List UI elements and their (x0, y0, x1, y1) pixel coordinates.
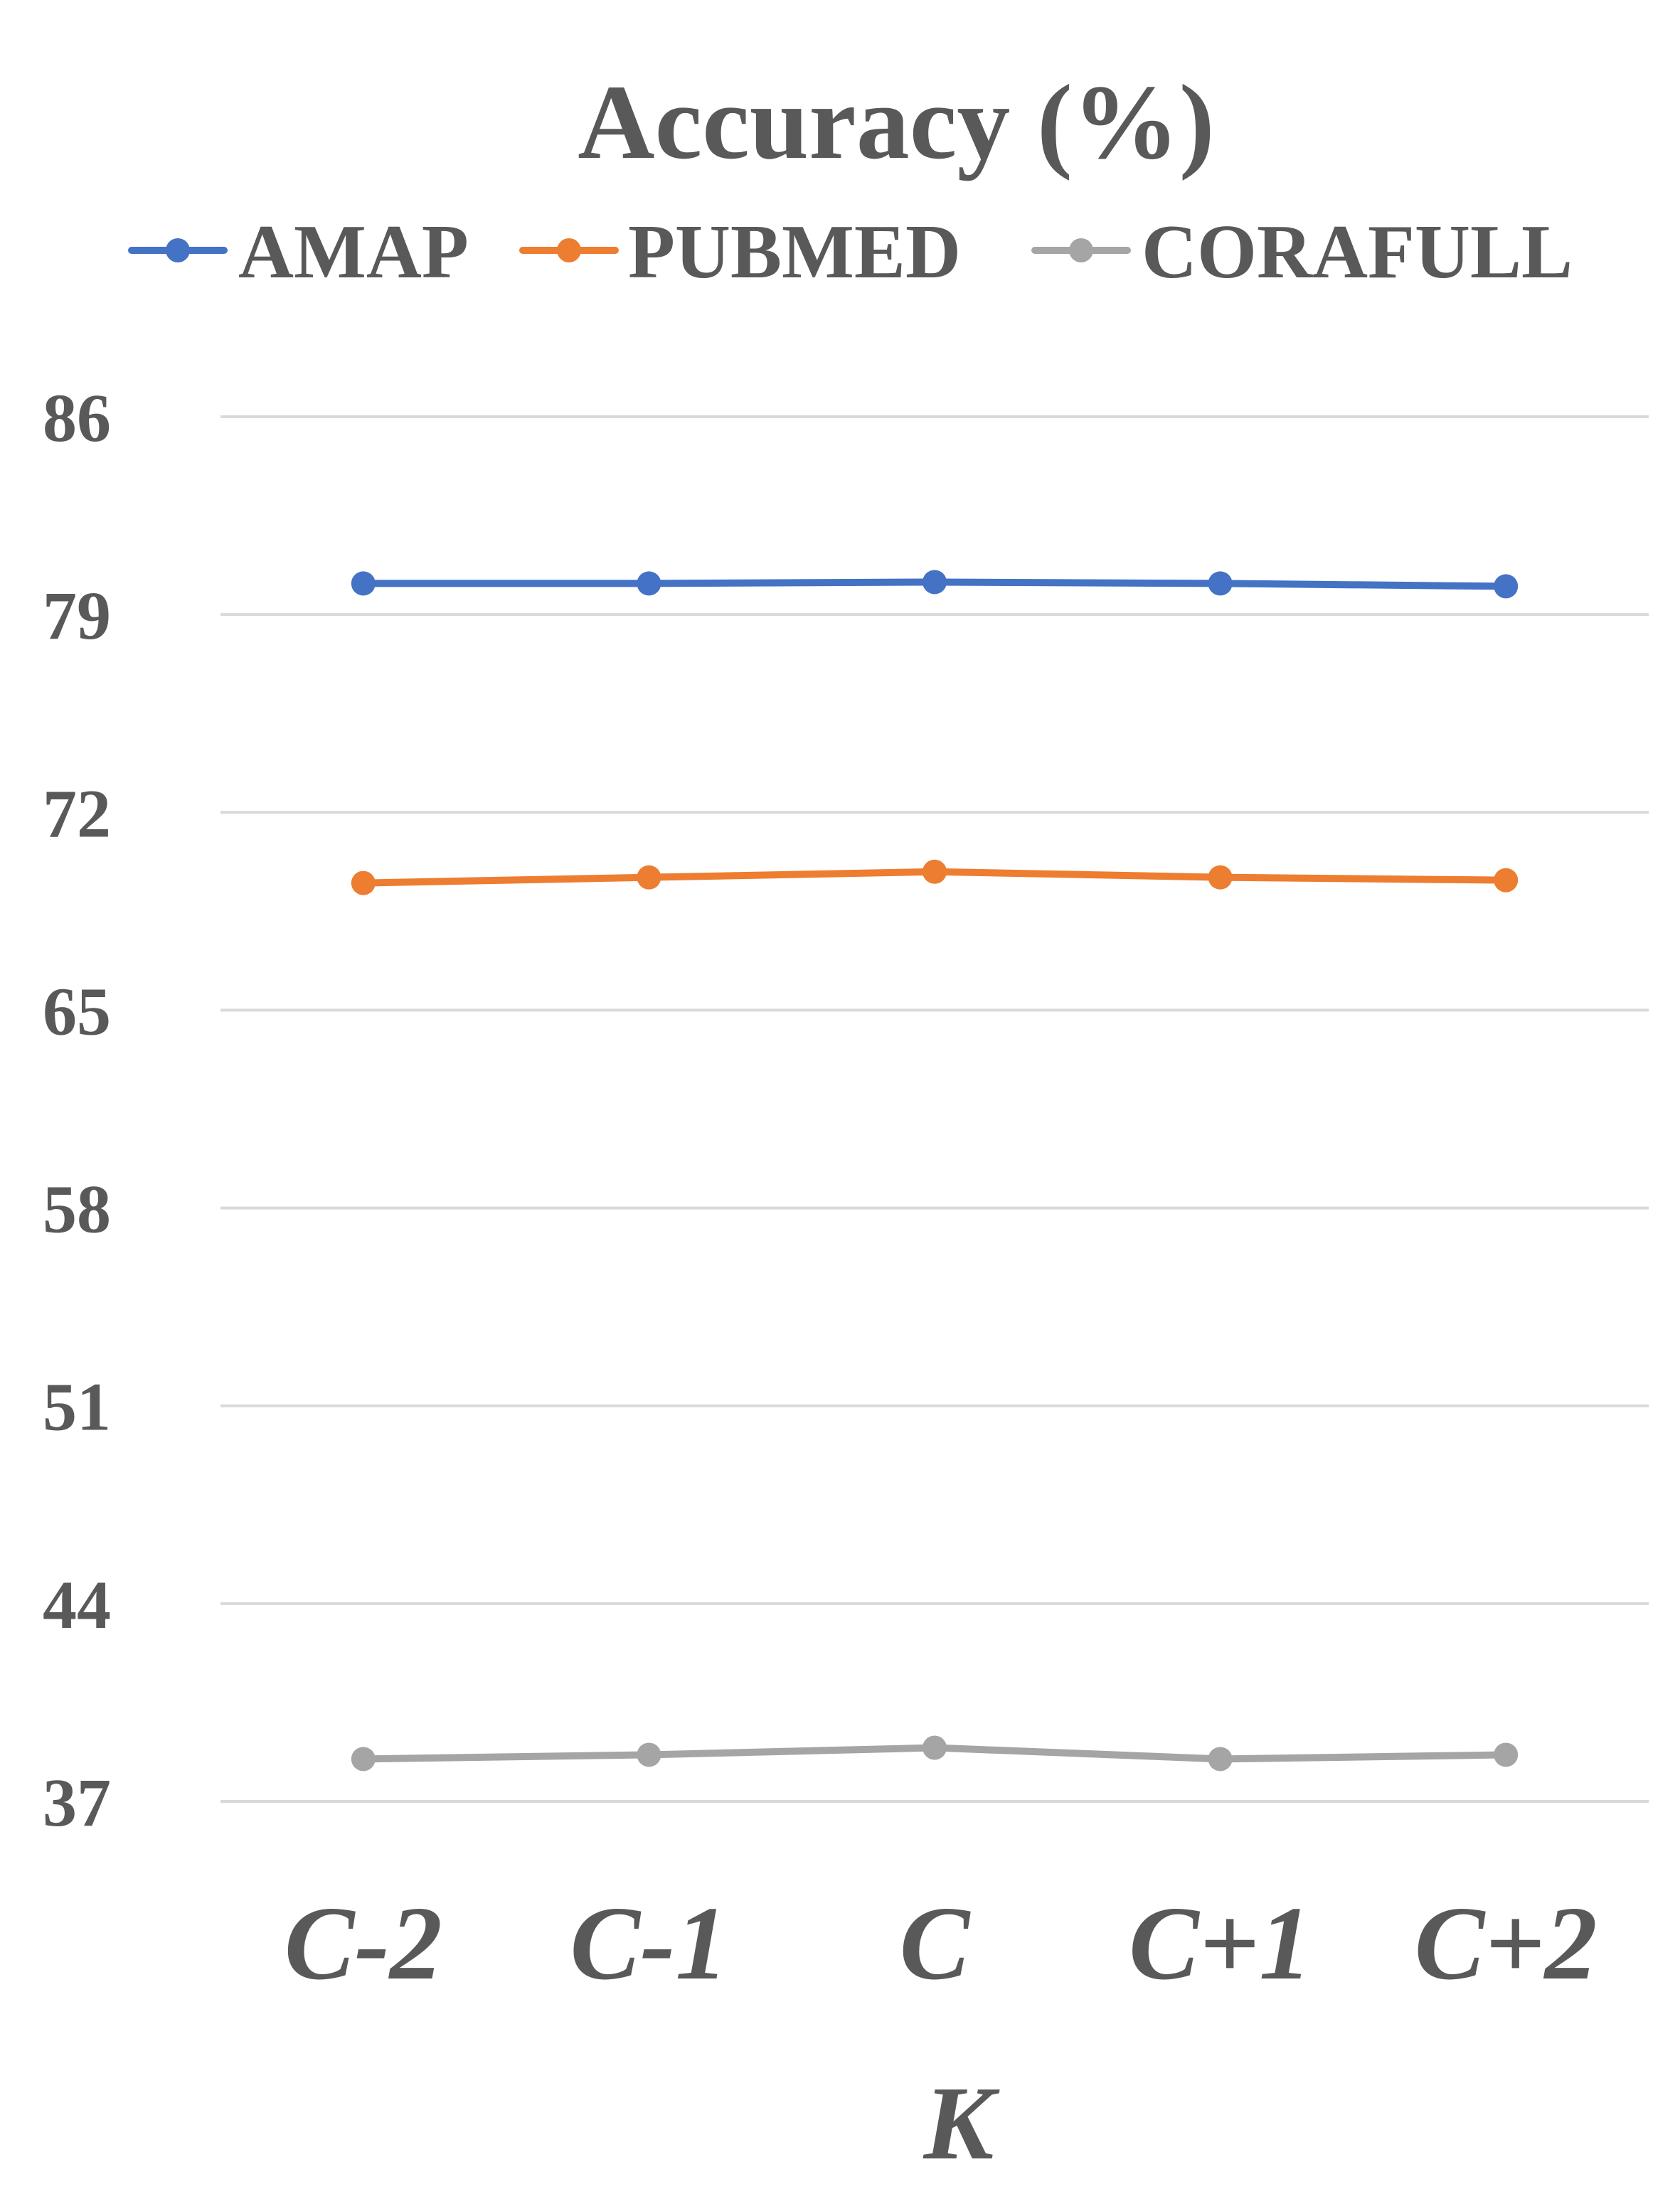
data-point (923, 859, 947, 884)
x-tick-label: C (900, 1885, 972, 2002)
series-pubmed (351, 859, 1519, 895)
data-point (351, 1747, 376, 1772)
x-tick-label: C+2 (1415, 1885, 1597, 2002)
y-tick-label: 86 (43, 380, 111, 456)
series-amap (351, 570, 1519, 599)
x-tick-label: C-2 (285, 1885, 442, 2002)
legend-label: AMAP (238, 210, 469, 294)
y-tick-label: 37 (43, 1764, 111, 1841)
x-axis-ticks: C-2 C-1 C C+1 C+2 (285, 1885, 1597, 2002)
legend-marker (166, 238, 190, 262)
x-tick-label: C-1 (570, 1885, 728, 2002)
x-tick-label: C+1 (1129, 1885, 1312, 2002)
y-tick-label: 65 (43, 973, 111, 1049)
data-point (1494, 574, 1519, 599)
series-corafull (351, 1735, 1519, 1772)
legend-item-corafull: CORAFULL (1031, 210, 1573, 294)
legend-label: CORAFULL (1142, 210, 1573, 294)
y-tick-label: 51 (43, 1369, 111, 1445)
data-point (637, 571, 661, 596)
y-tick-label: 58 (43, 1171, 111, 1247)
data-point (1208, 865, 1233, 890)
data-point (637, 1742, 661, 1767)
legend: AMAP PUBMED CORAFULL (128, 210, 1573, 294)
data-point (923, 1735, 947, 1760)
legend-marker (1069, 238, 1093, 262)
y-tick-label: 44 (43, 1567, 111, 1643)
data-point (1494, 1742, 1519, 1767)
gridlines (220, 415, 1649, 1803)
y-tick-label: 72 (43, 775, 111, 851)
legend-item-pubmed: PUBMED (519, 210, 961, 294)
legend-marker (557, 238, 581, 262)
y-axis-ticks: 86 79 72 65 58 51 44 37 (43, 380, 111, 1841)
data-point (351, 870, 376, 895)
data-point (637, 865, 661, 890)
x-axis-label: K (923, 2065, 1000, 2182)
data-point (1494, 868, 1519, 893)
y-tick-label: 79 (43, 577, 111, 654)
legend-item-amap: AMAP (128, 210, 469, 294)
legend-label: PUBMED (628, 210, 961, 294)
data-point (351, 571, 376, 596)
chart-title: Accuracy (%) (578, 63, 1214, 181)
series-layer (351, 570, 1519, 1772)
data-point (1208, 1747, 1233, 1772)
data-point (923, 570, 947, 595)
data-point (1208, 571, 1233, 596)
